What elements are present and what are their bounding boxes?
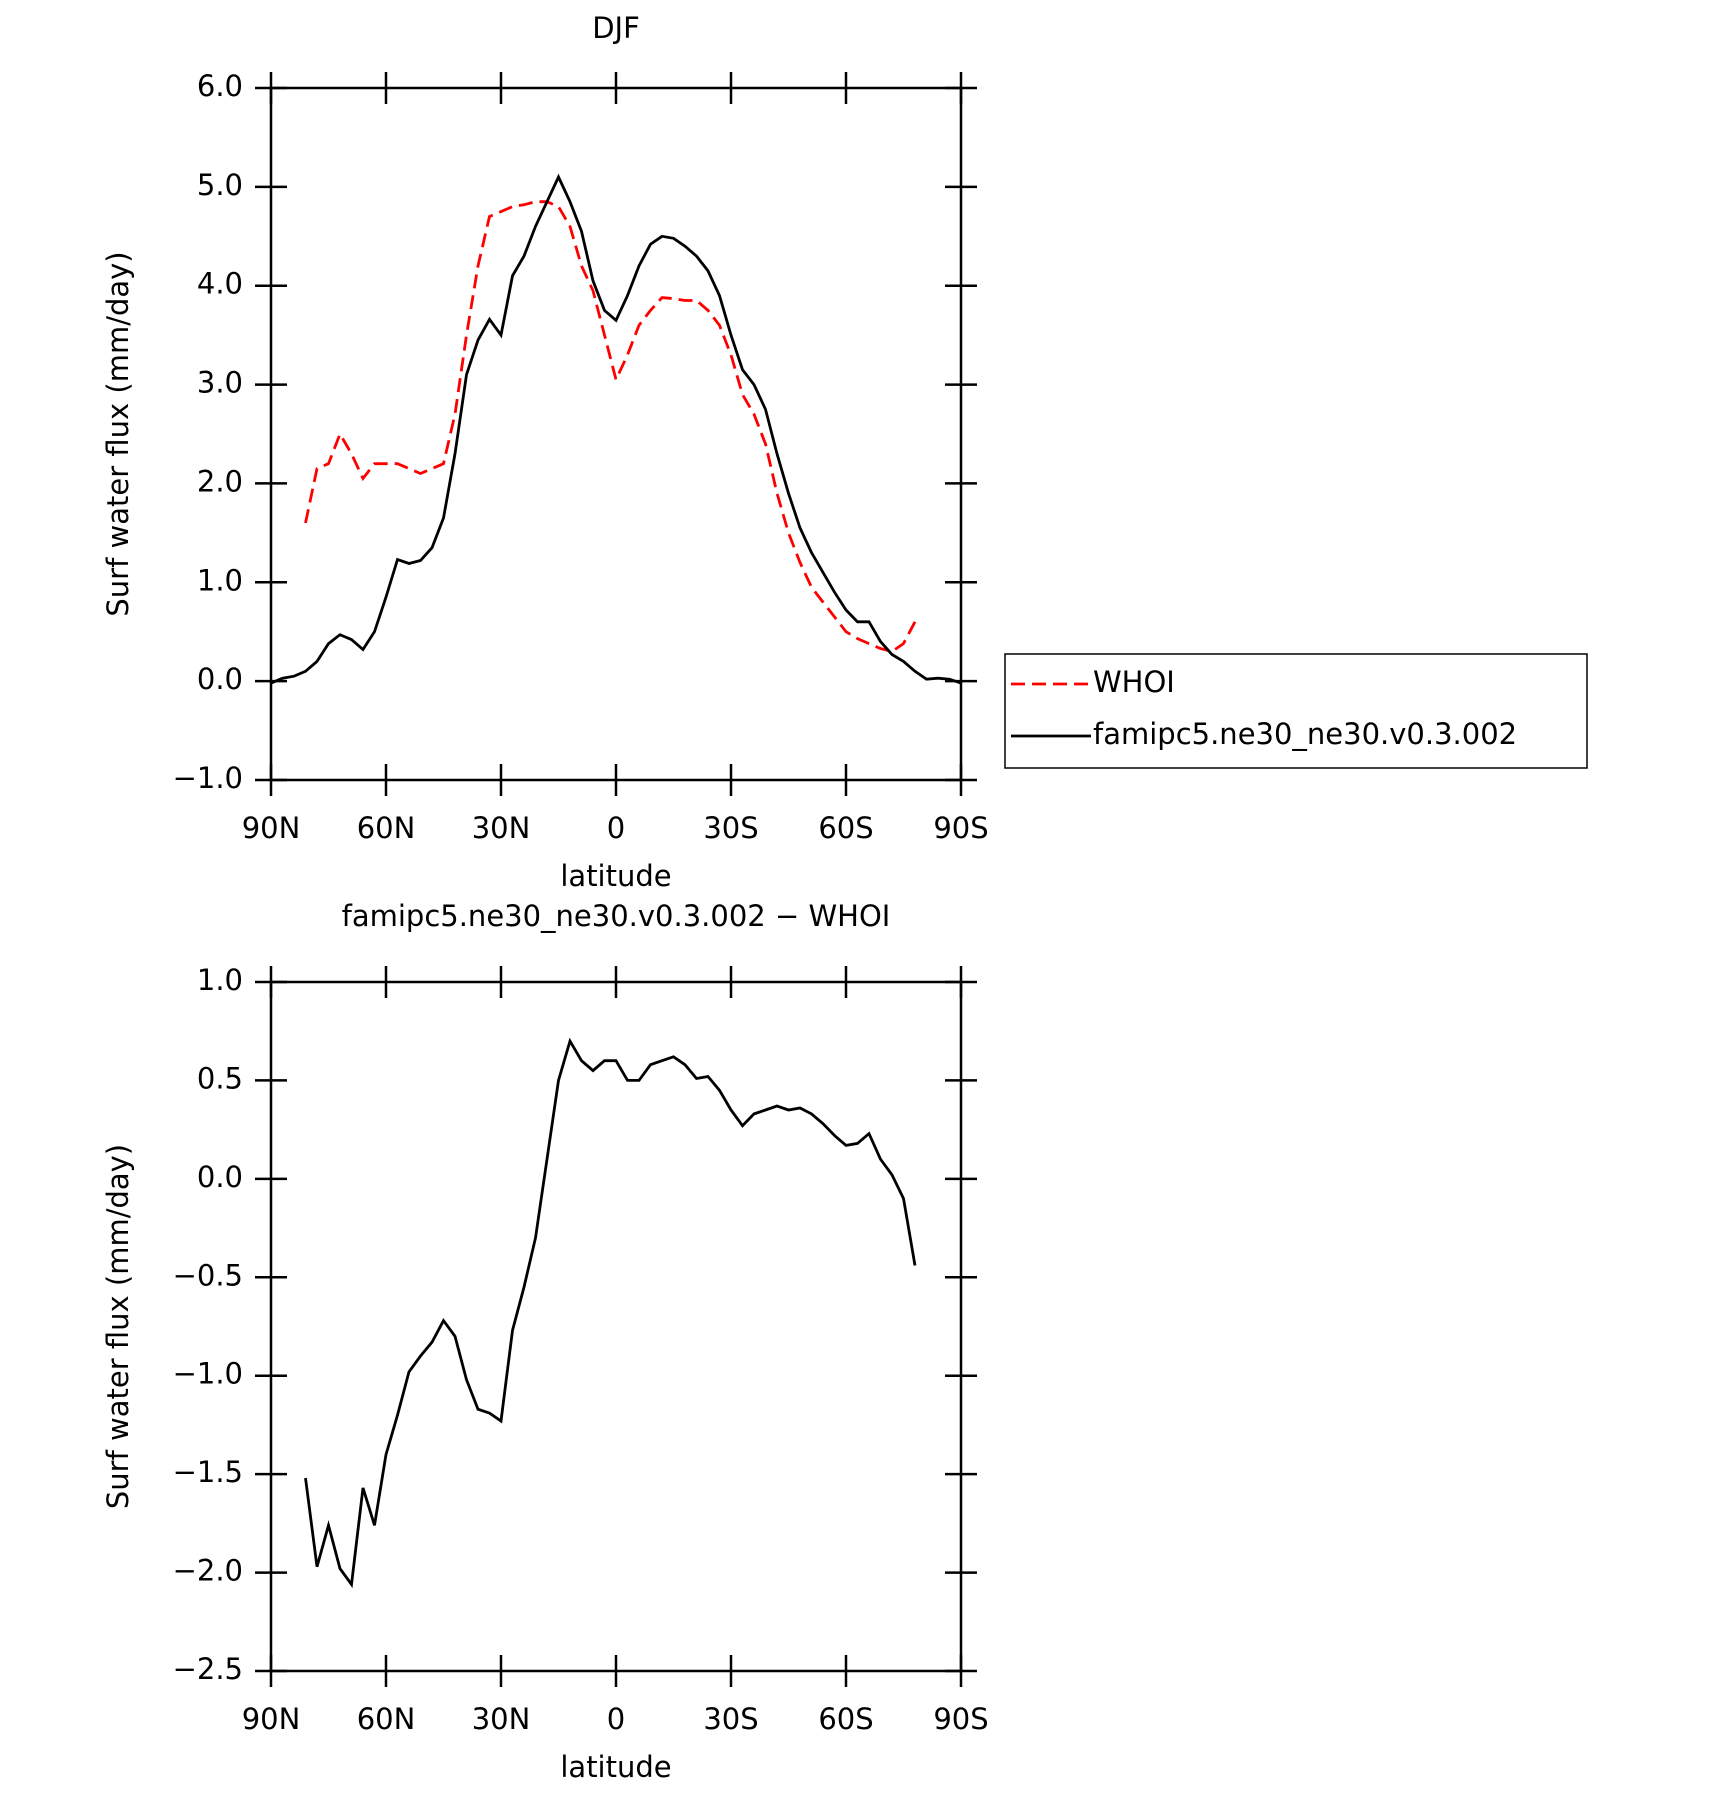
x-tick-label: 30S — [703, 811, 758, 845]
plot: famipc5.ne30_ne30.v0.3.002 − WHOI latitud… — [101, 899, 989, 1784]
x-tick-label: 60N — [357, 1702, 416, 1736]
y-tick-label: −1.5 — [173, 1455, 243, 1489]
y-tick-label: 3.0 — [197, 366, 243, 400]
y-tick-label: −1.0 — [173, 761, 243, 795]
x-tick-label: 60N — [357, 811, 416, 845]
data-line — [270, 173, 962, 685]
y-tick-label: −2.5 — [173, 1652, 243, 1686]
legend-label: WHOI — [1093, 665, 1175, 699]
x-axis-label: latitude — [560, 859, 671, 893]
chart-title: famipc5.ne30_ne30.v0.3.002 − WHOI — [342, 899, 891, 933]
data-line — [304, 1037, 917, 1589]
x-tick-label: 0 — [607, 1702, 625, 1736]
chart-title: DJF — [592, 11, 640, 45]
legend-label: famipc5.ne30_ne30.v0.3.002 — [1093, 717, 1517, 751]
x-tick-label: 60S — [818, 1702, 873, 1736]
x-tick-label: 90N — [242, 1702, 301, 1736]
y-tick-label: 1.0 — [197, 563, 243, 597]
data-line — [304, 200, 917, 654]
y-tick-label: −2.0 — [173, 1554, 243, 1588]
x-tick-label: 90N — [242, 811, 301, 845]
y-axis-label: Surf water flux (mm/day) — [101, 251, 135, 616]
y-tick-label: 6.0 — [197, 69, 243, 103]
x-tick-label: 30N — [472, 811, 531, 845]
plot-frame — [269, 86, 963, 782]
y-tick-label: −1.0 — [173, 1357, 243, 1391]
y-tick-label: 0.5 — [197, 1061, 243, 1095]
y-tick-label: 0.0 — [197, 1160, 243, 1194]
x-tick-label: 0 — [607, 811, 625, 845]
plot: DJF latitude Surf water flux (mm/day) −1.0 0… — [101, 11, 1588, 893]
x-tick-label: 30N — [472, 1702, 531, 1736]
y-tick-label: −0.5 — [173, 1258, 243, 1292]
y-tick-label: 1.0 — [197, 963, 243, 997]
y-axis-label: Surf water flux (mm/day) — [101, 1144, 135, 1509]
y-tick-label: 0.0 — [197, 662, 243, 696]
x-tick-label: 30S — [703, 1702, 758, 1736]
plot-frame — [269, 980, 963, 1673]
x-tick-label: 90S — [933, 1702, 988, 1736]
x-axis-label: latitude — [560, 1750, 671, 1784]
y-tick-label: 5.0 — [197, 168, 243, 202]
y-tick-label: 2.0 — [197, 464, 243, 498]
y-tick-label: 4.0 — [197, 267, 243, 301]
x-tick-label: 60S — [818, 811, 873, 845]
legend-box — [1004, 653, 1588, 769]
x-tick-label: 90S — [933, 811, 988, 845]
